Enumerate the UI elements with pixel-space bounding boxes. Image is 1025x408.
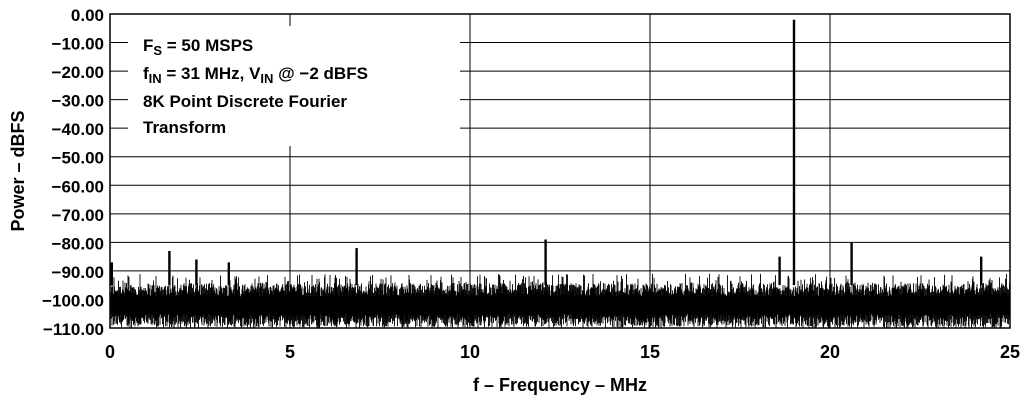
- annotation-dft-line2: Transform: [143, 118, 227, 138]
- y-tick-label: −60.00: [52, 177, 104, 196]
- x-tick-label: 10: [460, 342, 480, 362]
- y-tick-label: −40.00: [52, 120, 104, 139]
- y-tick-label: −70.00: [52, 206, 104, 225]
- x-tick-label: 5: [285, 342, 295, 362]
- y-tick-label: −80.00: [52, 234, 104, 253]
- y-axis-label: Power – dBFS: [8, 110, 28, 231]
- x-tick-labels: 0 5 10 15 20 25: [105, 342, 1020, 362]
- annotation-input: fIN = 31 MHz, VIN @ −2 dBFS: [143, 64, 368, 86]
- y-tick-label: 0.00: [71, 6, 104, 25]
- annotation-sample-rate: FS = 50 MSPS: [143, 36, 254, 58]
- y-tick-label: −90.00: [52, 263, 104, 282]
- x-tick-label: 25: [1000, 342, 1020, 362]
- y-tick-label: −50.00: [52, 149, 104, 168]
- noise-floor-trace: [110, 273, 1010, 328]
- y-tick-label: −20.00: [52, 63, 104, 82]
- noise-floor: [110, 273, 1010, 328]
- x-tick-label: 20: [820, 342, 840, 362]
- y-tick-label: −30.00: [52, 92, 104, 111]
- x-tick-label: 0: [105, 342, 115, 362]
- x-tick-label: 15: [640, 342, 660, 362]
- spur-series: [110, 19, 983, 286]
- y-tick-label: −100.00: [42, 291, 104, 310]
- y-tick-label: −10.00: [52, 35, 104, 54]
- plot-frame: [109, 13, 1011, 329]
- y-tick-labels: 0.00 −10.00 −20.00 −30.00 −40.00 −50.00 −60.00…: [42, 6, 104, 339]
- y-tick-label: −110.00: [43, 320, 104, 339]
- x-axis-label: f – Frequency – MHz: [473, 375, 647, 395]
- annotation-dft-line1: 8K Point Discrete Fourier: [143, 92, 348, 112]
